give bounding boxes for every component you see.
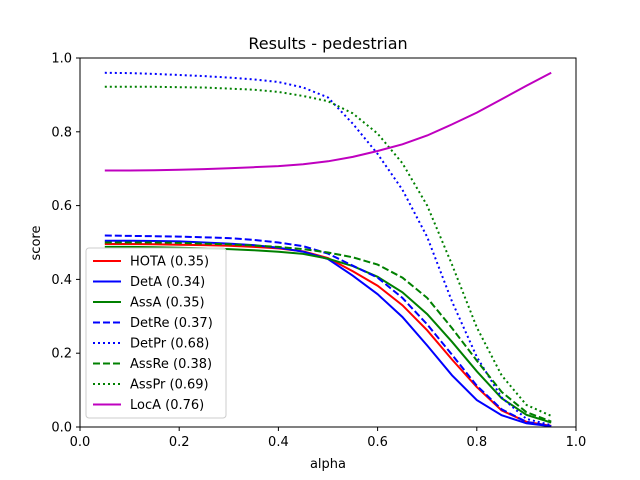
legend-box — [85, 247, 227, 419]
legend-label: AssA (0.35) — [130, 296, 205, 311]
x-axis-label: alpha — [310, 457, 346, 472]
series-line-5 — [104, 241, 552, 423]
x-tick-label: 0.2 — [169, 435, 190, 450]
x-tick-label: 0.4 — [268, 435, 289, 450]
y-tick-label: 1.0 — [51, 52, 72, 67]
legend-label: DetA (0.34) — [130, 275, 205, 290]
legend-label: AssPr (0.69) — [130, 378, 209, 393]
axes-frame — [79, 57, 577, 428]
y-tick-label: 0.4 — [51, 273, 72, 288]
x-tick-label: 0.6 — [367, 435, 388, 450]
series-line-4 — [104, 71, 552, 427]
legend-label: HOTA (0.35) — [130, 255, 209, 270]
y-tick-label: 0.6 — [51, 199, 72, 214]
y-axis-label: score — [29, 226, 44, 261]
legend-label: AssRe (0.38) — [130, 357, 212, 372]
legend-label: DetRe (0.37) — [130, 316, 213, 331]
y-tick-label: 0.8 — [51, 125, 72, 140]
legend-label: DetPr (0.68) — [130, 337, 209, 352]
x-tick-label: 0.0 — [70, 435, 91, 450]
legend: HOTA (0.35) DetA (0.34) AssA (0.35) DetRe (… — [85, 247, 227, 419]
chart-title: Results - pedestrian — [248, 34, 407, 53]
x-tick-label: 1.0 — [566, 435, 587, 450]
series-line-7 — [104, 71, 552, 172]
y-tick-label: 0.0 — [51, 421, 72, 436]
x-tick-label: 0.8 — [466, 435, 487, 450]
axes: 0.0 0.2 0.4 0.6 0.8 1.0 0.0 0.2 0.4 0.6 0.8 1.0 — [51, 52, 586, 451]
series-line-3 — [104, 234, 552, 428]
y-tick-label: 0.2 — [51, 347, 72, 362]
legend-label: LocA (0.76) — [130, 398, 204, 413]
